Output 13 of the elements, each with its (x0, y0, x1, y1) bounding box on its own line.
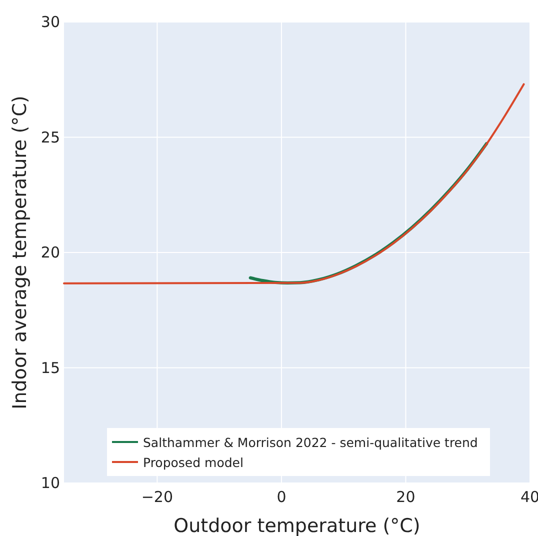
legend-label: Salthammer & Morrison 2022 - semi-qualitative trend (143, 435, 478, 450)
y-tick-label: 30 (40, 13, 60, 31)
x-tick-label: 20 (396, 488, 416, 506)
y-tick-label: 20 (40, 244, 60, 262)
line-series (63, 83, 525, 284)
y-axis-title: Indoor average temperature (°C) (9, 96, 31, 410)
legend-label: Proposed model (143, 455, 244, 470)
y-tick-label: 25 (40, 128, 60, 146)
y-tick-label: 10 (40, 474, 60, 492)
y-tick-label: 15 (40, 358, 60, 377)
x-tick-label: −20 (141, 488, 174, 506)
x-tick-label: 0 (276, 488, 286, 506)
x-axis-title: Outdoor temperature (°C) (174, 515, 420, 536)
